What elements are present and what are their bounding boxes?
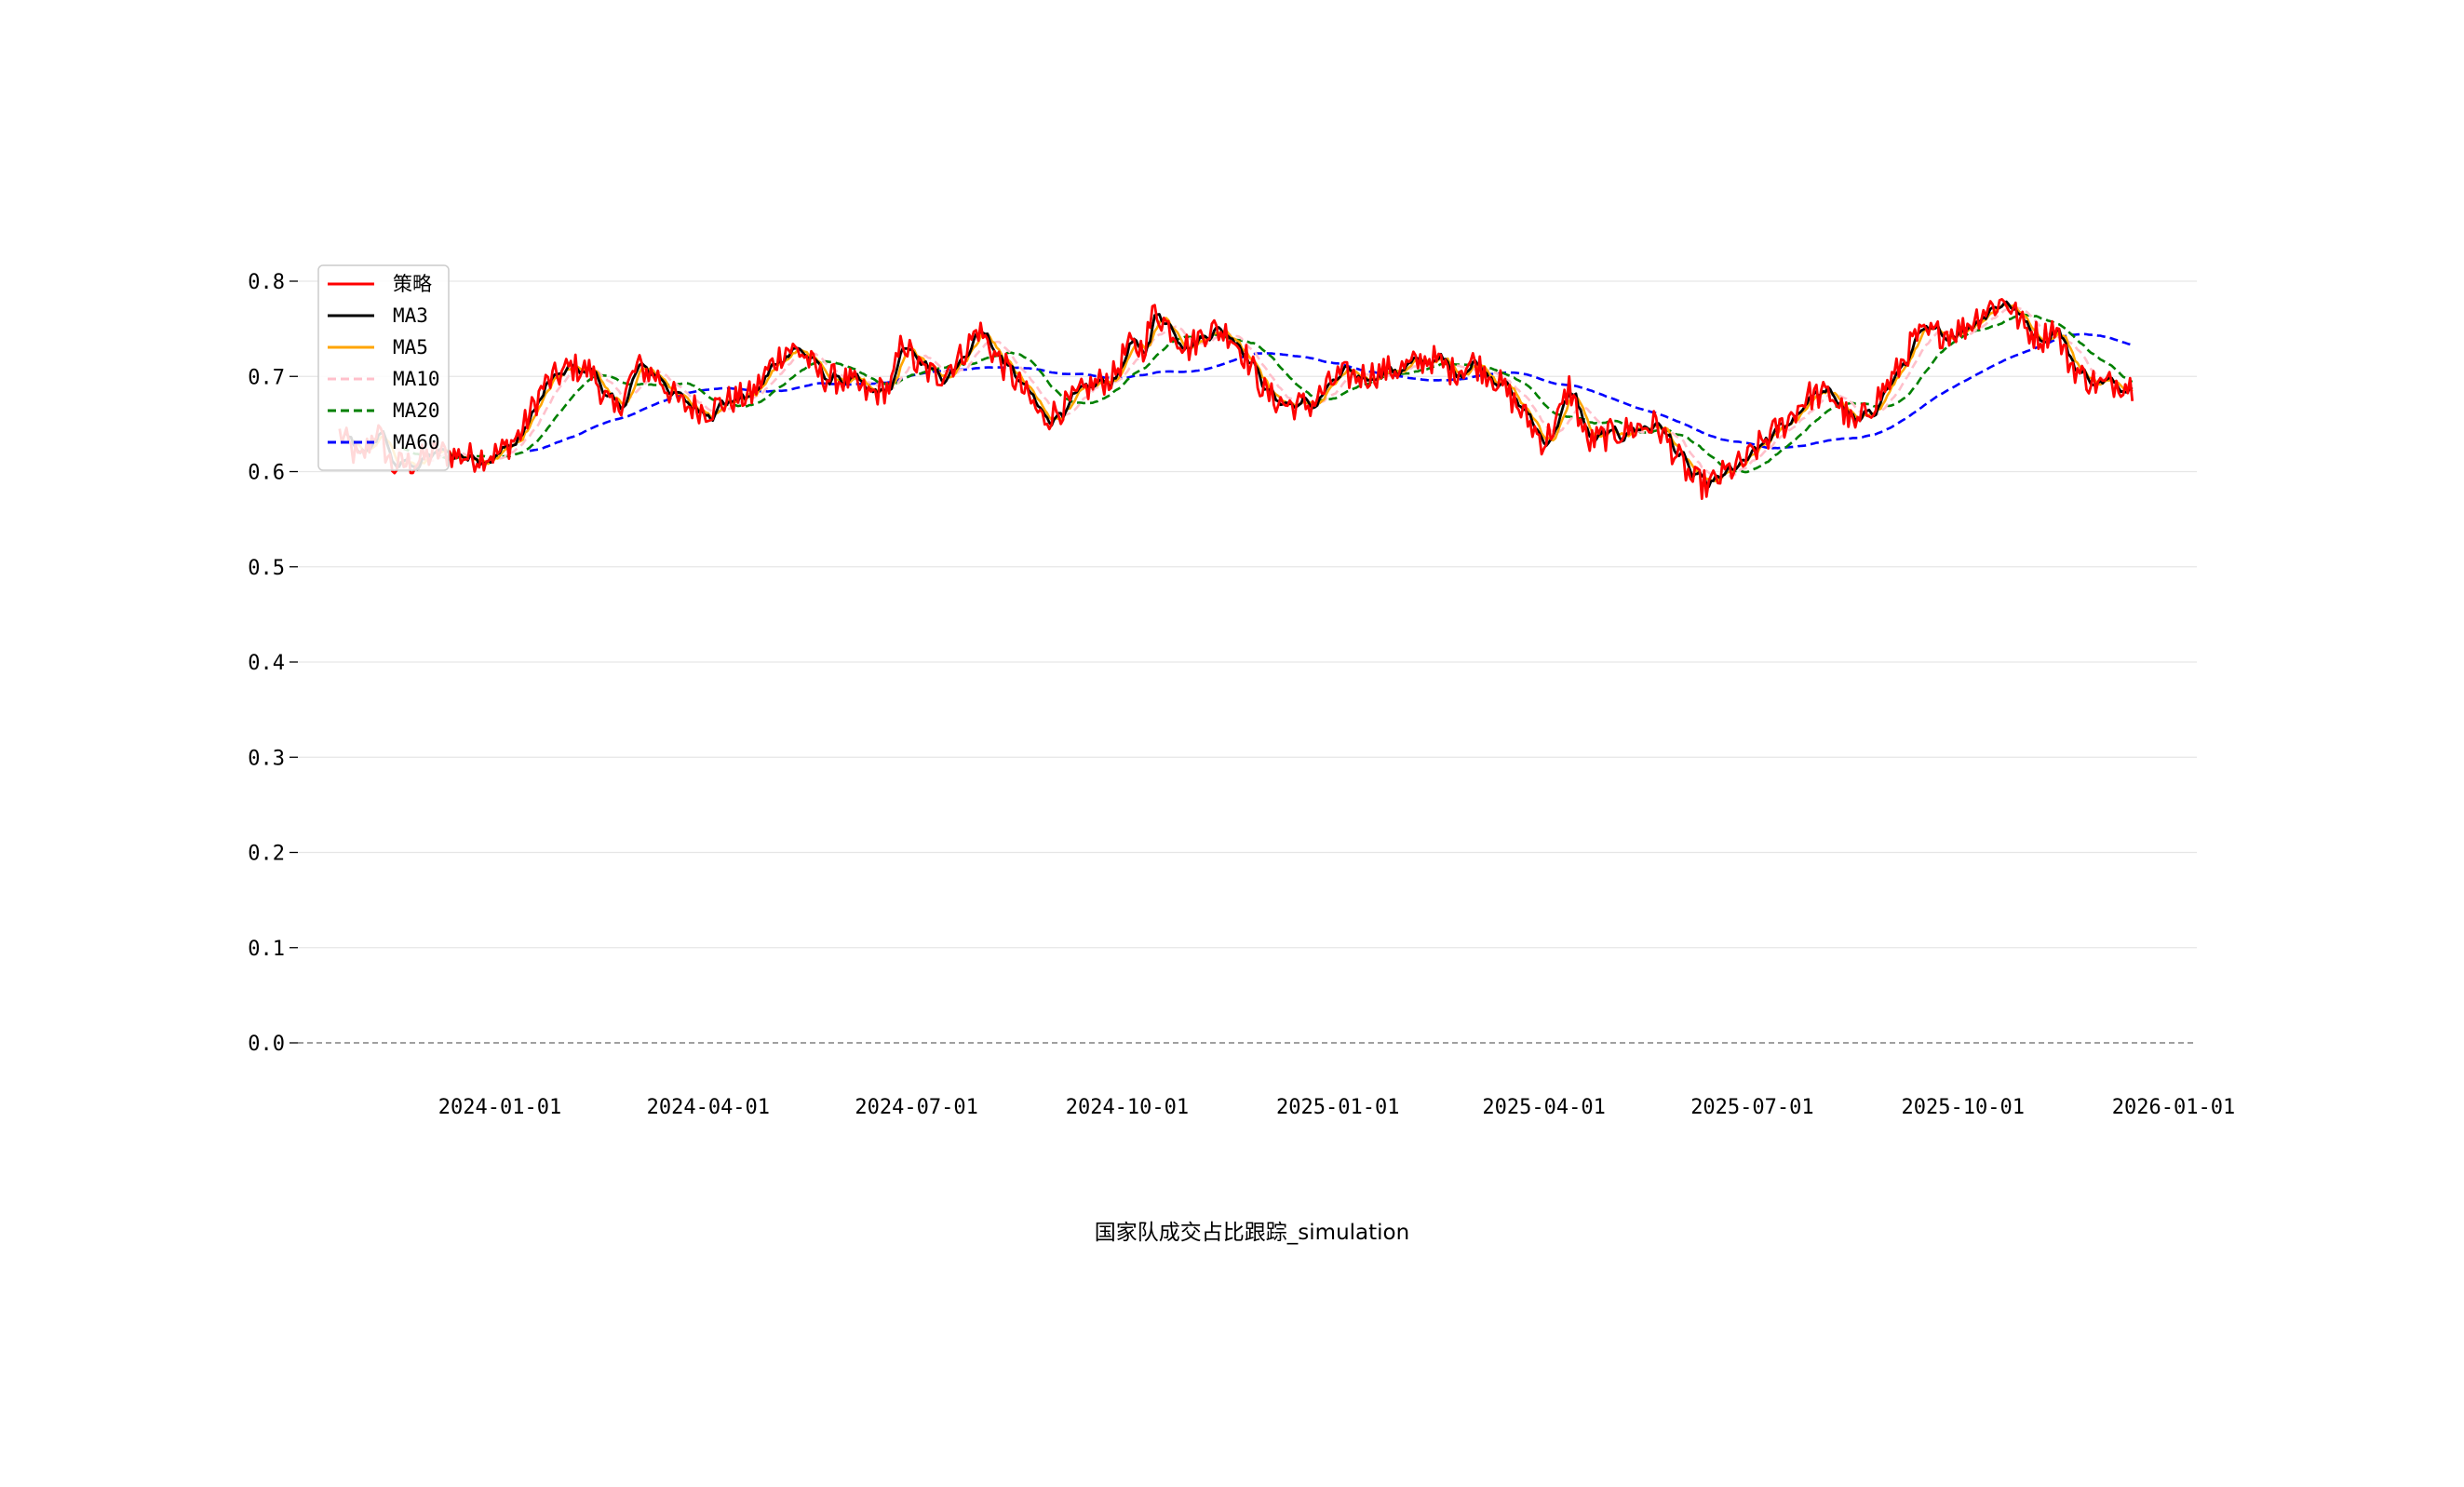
legend: 策略 MA3 MA5 MA10 MA20 MA60 (317, 264, 450, 471)
y-tick-label: 0.3 (248, 747, 285, 770)
y-tick-label: 0.6 (248, 462, 285, 485)
legend-entry: 策略 (393, 273, 432, 295)
legend-entry: MA3 (393, 304, 428, 327)
x-tick-label: 2024-04-01 (647, 1096, 770, 1119)
x-axis-label: 国家队成交占比跟踪_simulation (1095, 1221, 1409, 1245)
y-tick-label: 0.5 (248, 557, 285, 580)
series-lines (338, 298, 2134, 500)
y-axis: 0.0 0.1 0.2 0.3 0.4 0.5 0.6 0.7 0.8 (248, 271, 298, 1056)
x-tick-label: 2025-10-01 (1901, 1096, 2024, 1119)
series-line-ma10 (369, 305, 2134, 480)
x-tick-label: 2024-07-01 (855, 1096, 977, 1119)
legend-entry: MA20 (393, 399, 440, 422)
y-tick-label: 0.4 (248, 652, 285, 675)
series-line-ma3 (345, 300, 2134, 489)
legend-entry: MA60 (393, 431, 440, 453)
y-tick-label: 0.0 (248, 1033, 285, 1056)
legend-entry: MA5 (393, 336, 428, 358)
x-axis: 2024-01-01 2024-04-01 2024-07-01 2024-10-01… (438, 1096, 2235, 1119)
x-tick-label: 2025-01-01 (1276, 1096, 1399, 1119)
series-line-策略 (338, 298, 2134, 500)
x-tick-label: 2024-01-01 (438, 1096, 561, 1119)
y-tick-label: 0.7 (248, 366, 285, 389)
series-line-ma60 (529, 332, 2134, 453)
x-tick-label: 2026-01-01 (2112, 1096, 2235, 1119)
y-tick-label: 0.2 (248, 843, 285, 866)
x-tick-label: 2024-10-01 (1066, 1096, 1189, 1119)
x-tick-label: 2025-07-01 (1690, 1096, 1813, 1119)
legend-entry: MA10 (393, 368, 440, 390)
x-tick-label: 2025-04-01 (1482, 1096, 1605, 1119)
y-tick-label: 0.1 (248, 938, 285, 961)
y-tick-label: 0.8 (248, 271, 285, 294)
grid-lines (298, 280, 2197, 949)
series-line-ma20 (400, 313, 2134, 474)
